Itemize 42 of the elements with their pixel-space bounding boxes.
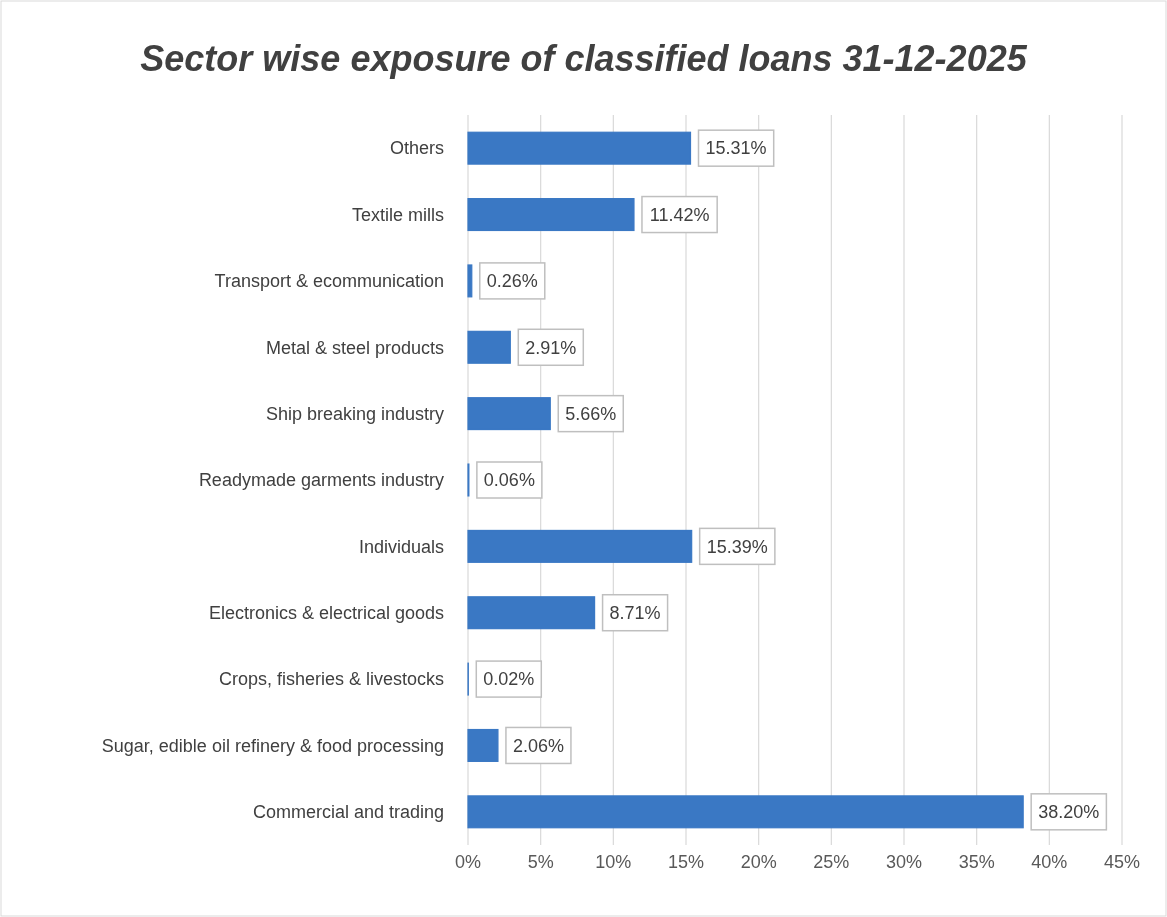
bar xyxy=(467,264,473,298)
data-label: 2.91% xyxy=(525,337,577,358)
data-label: 15.39% xyxy=(706,536,768,557)
bar xyxy=(467,330,511,364)
x-tick-label: 30% xyxy=(885,852,923,873)
x-tick-label: 35% xyxy=(958,852,995,873)
y-tick-label: Sugar, edible oil refinery & food processing xyxy=(101,735,444,756)
y-tick-label: Ship breaking industry xyxy=(265,403,444,424)
y-tick-label: Metal & steel products xyxy=(265,337,444,358)
y-tick-label: Others xyxy=(389,138,444,159)
data-label: 15.31% xyxy=(705,138,767,159)
bar xyxy=(467,795,1024,829)
x-tick-label: 45% xyxy=(1103,852,1141,873)
x-tick-label: 10% xyxy=(595,852,632,873)
bar xyxy=(467,131,692,165)
bar xyxy=(467,198,635,232)
y-tick-label: Individuals xyxy=(358,536,444,557)
data-label: 11.42% xyxy=(649,204,710,225)
y-tick-label: Commercial and trading xyxy=(252,802,444,823)
data-label: 0.02% xyxy=(483,669,535,690)
x-tick-label: 5% xyxy=(527,852,554,873)
bar xyxy=(467,529,693,563)
y-tick-label: Transport & ecommunication xyxy=(214,271,444,292)
bar xyxy=(467,397,551,431)
x-tick-label: 15% xyxy=(667,852,705,873)
bar xyxy=(467,728,499,762)
data-label: 5.66% xyxy=(565,403,617,424)
bar xyxy=(467,596,596,630)
x-tick-label: 0% xyxy=(454,852,482,873)
y-tick-label: Textile mills xyxy=(351,204,444,225)
data-label: 2.06% xyxy=(512,735,564,756)
y-tick-label: Crops, fisheries & livestocks xyxy=(218,669,444,690)
data-label: 8.71% xyxy=(609,603,661,624)
y-tick-label: Electronics & electrical goods xyxy=(208,603,444,624)
x-tick-label: 25% xyxy=(813,852,850,873)
data-label: 0.06% xyxy=(483,470,535,491)
x-tick-label: 20% xyxy=(740,852,777,873)
x-tick-label: 40% xyxy=(1031,852,1068,873)
y-tick-label: Readymade garments industry xyxy=(198,470,444,491)
data-label: 0.26% xyxy=(486,271,538,292)
data-label: 38.20% xyxy=(1038,802,1100,823)
chart-title: Sector wise exposure of classified loans 31-12-2025 xyxy=(140,37,1028,79)
